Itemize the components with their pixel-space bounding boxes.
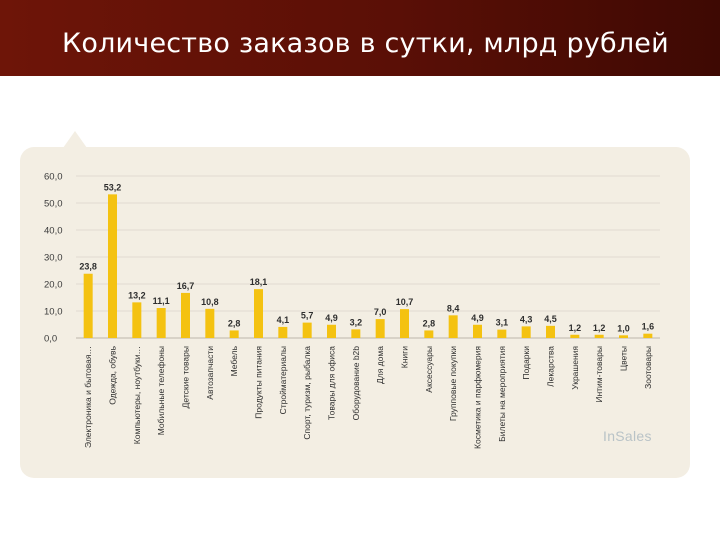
y-tick-label: 50,0 bbox=[44, 199, 63, 210]
category-label: Спорт, туризм, рыбалка bbox=[302, 346, 312, 440]
data-label: 4,9 bbox=[471, 313, 484, 323]
category-label: Для дома bbox=[375, 346, 385, 384]
bar bbox=[546, 325, 555, 338]
y-tick-label: 40,0 bbox=[44, 226, 63, 237]
category-label: Книги bbox=[400, 346, 410, 368]
category-label: Аксессуары bbox=[424, 346, 434, 393]
category-label: Электроника и бытовая… bbox=[83, 346, 93, 448]
grid-lines bbox=[76, 175, 660, 339]
bar bbox=[254, 289, 263, 338]
category-labels: Электроника и бытовая… Одежда, обувь Компь… bbox=[83, 345, 653, 449]
bar bbox=[619, 335, 628, 338]
category-label: Групповые покупки bbox=[448, 346, 458, 421]
bar bbox=[521, 326, 531, 338]
data-label: 4,1 bbox=[277, 315, 290, 325]
bar bbox=[302, 322, 312, 338]
data-label: 23,8 bbox=[79, 262, 97, 272]
bar bbox=[108, 194, 117, 338]
y-tick-label: 0,0 bbox=[44, 334, 57, 345]
bar bbox=[229, 330, 239, 338]
bar bbox=[351, 329, 361, 338]
bar bbox=[181, 292, 190, 338]
bar bbox=[375, 319, 385, 338]
data-label: 5,7 bbox=[301, 311, 314, 321]
data-label: 1,6 bbox=[642, 322, 655, 332]
data-label: 3,2 bbox=[350, 317, 363, 327]
category-label: Товары для офиса bbox=[327, 346, 337, 420]
data-label: 4,9 bbox=[325, 313, 338, 323]
category-label: Продукты питания bbox=[254, 346, 264, 419]
data-label: 3,1 bbox=[496, 318, 509, 328]
category-label: Интим-товары bbox=[594, 346, 604, 403]
bar bbox=[205, 308, 215, 338]
y-axis-ticks: 0,0 10,0 20,0 30,0 40,0 50,0 60,0 bbox=[44, 172, 63, 345]
bar bbox=[424, 330, 434, 338]
data-label: 2,8 bbox=[423, 318, 436, 328]
panel-pointer bbox=[63, 131, 87, 148]
category-label: Лекарства bbox=[546, 346, 556, 387]
y-tick-label: 60,0 bbox=[44, 172, 63, 183]
category-label: Цветы bbox=[619, 346, 629, 371]
bars bbox=[83, 194, 653, 338]
category-label: Автозапчасти bbox=[205, 346, 215, 400]
data-label: 1,2 bbox=[569, 323, 582, 333]
category-label: Зоотовары bbox=[643, 346, 653, 389]
slide-title: Количество заказов в сутки, млрд рублей bbox=[62, 28, 669, 59]
data-label: 4,5 bbox=[544, 314, 557, 324]
category-label: Мобильные телефоны bbox=[156, 346, 166, 435]
category-label: Украшения bbox=[570, 346, 580, 390]
category-label: Оборудование b2b bbox=[351, 346, 361, 421]
data-label: 13,2 bbox=[128, 290, 146, 300]
bar bbox=[448, 315, 458, 338]
category-label: Подарки bbox=[521, 346, 531, 380]
bar bbox=[497, 329, 507, 338]
bar bbox=[327, 324, 336, 338]
data-labels: 23,8 53,2 13,2 11,1 16,7 10,8 2,8 18,1 4,1 5,7 4,9… bbox=[79, 182, 654, 333]
data-label: 1,2 bbox=[593, 323, 606, 333]
data-label: 7,0 bbox=[374, 307, 387, 317]
data-label: 18,1 bbox=[250, 277, 268, 287]
bar bbox=[570, 334, 580, 338]
insales-logo: InSales bbox=[603, 428, 652, 444]
data-label: 4,3 bbox=[520, 314, 533, 324]
bar bbox=[132, 302, 142, 338]
bar bbox=[83, 273, 93, 338]
y-tick-label: 10,0 bbox=[44, 307, 63, 318]
bar bbox=[156, 308, 166, 338]
bar bbox=[473, 324, 482, 338]
bar bbox=[643, 333, 653, 338]
data-label: 10,7 bbox=[396, 297, 414, 307]
category-label: Мебель bbox=[229, 345, 239, 376]
category-label: Стройматериалы bbox=[278, 346, 288, 414]
category-label: Косметика и парфюмерия bbox=[473, 346, 483, 449]
data-label: 10,8 bbox=[201, 297, 219, 307]
category-label: Компьютеры, ноутбуки… bbox=[132, 346, 142, 444]
data-label: 8,4 bbox=[447, 303, 460, 313]
y-tick-label: 20,0 bbox=[44, 280, 63, 291]
data-label: 53,2 bbox=[104, 182, 122, 192]
y-tick-label: 30,0 bbox=[44, 253, 63, 264]
data-label: 2,8 bbox=[228, 318, 241, 328]
data-label: 11,1 bbox=[153, 296, 170, 306]
category-label: Билеты на мероприятия bbox=[497, 346, 507, 442]
title-bar: Количество заказов в сутки, млрд рублей bbox=[0, 0, 720, 76]
category-label: Одежда, обувь bbox=[108, 345, 118, 404]
data-label: 16,7 bbox=[177, 281, 195, 291]
data-label: 1,0 bbox=[617, 323, 630, 333]
chart-panel bbox=[20, 147, 690, 478]
bar bbox=[278, 326, 288, 338]
bar bbox=[400, 309, 409, 338]
category-label: Детские товары bbox=[181, 346, 191, 408]
bar bbox=[594, 334, 604, 338]
